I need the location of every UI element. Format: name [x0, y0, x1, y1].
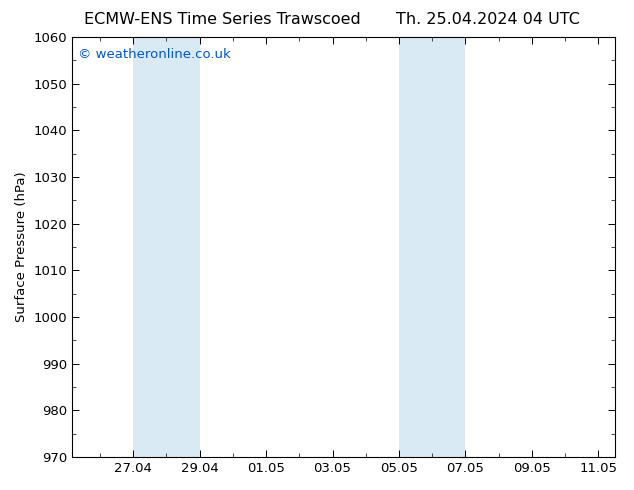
Bar [133, 37, 166, 457]
Bar [166, 37, 200, 457]
Bar [399, 37, 432, 457]
Text: © weatheronline.co.uk: © weatheronline.co.uk [77, 48, 230, 61]
Text: ECMW-ENS Time Series Trawscoed: ECMW-ENS Time Series Trawscoed [84, 12, 360, 27]
Bar [432, 37, 465, 457]
Y-axis label: Surface Pressure (hPa): Surface Pressure (hPa) [15, 172, 28, 322]
Text: Th. 25.04.2024 04 UTC: Th. 25.04.2024 04 UTC [396, 12, 580, 27]
